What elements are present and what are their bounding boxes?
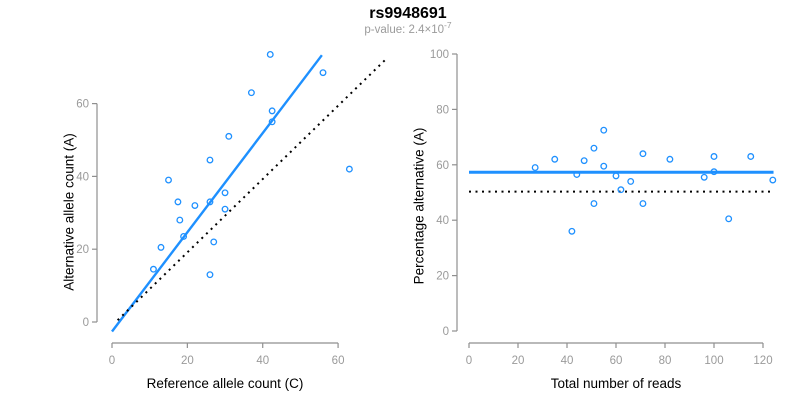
data-point bbox=[206, 198, 214, 206]
data-point bbox=[612, 172, 620, 180]
data-point bbox=[666, 155, 674, 163]
x-tick-label: 100 bbox=[704, 355, 723, 367]
x-tick-label: 120 bbox=[753, 355, 772, 367]
data-point bbox=[568, 227, 576, 235]
data-point bbox=[600, 162, 608, 170]
y-tick-label: 20 bbox=[76, 244, 89, 256]
data-point bbox=[710, 168, 718, 176]
data-point bbox=[206, 271, 214, 279]
data-point bbox=[551, 155, 559, 163]
left-plot-y-axis-label: Alternative allele count (A) bbox=[61, 133, 77, 291]
plot-subtitle: p-value: 2.4×10-7 bbox=[8, 20, 800, 36]
data-point bbox=[627, 177, 635, 185]
data-point bbox=[176, 216, 184, 224]
data-point bbox=[319, 69, 327, 77]
x-tick-label: 0 bbox=[109, 355, 115, 367]
y-tick-label: 60 bbox=[436, 160, 449, 172]
data-point bbox=[225, 132, 233, 140]
data-point bbox=[700, 173, 708, 181]
y-tick-label: 40 bbox=[76, 171, 89, 183]
y-tick-label: 0 bbox=[83, 317, 89, 329]
x-tick-label: 20 bbox=[181, 355, 194, 367]
data-point bbox=[639, 150, 647, 158]
data-point bbox=[580, 157, 588, 165]
data-point bbox=[157, 243, 165, 251]
data-point bbox=[617, 186, 625, 194]
data-point bbox=[210, 238, 218, 246]
pvalue-exponent: -7 bbox=[444, 20, 452, 30]
x-tick-label: 0 bbox=[466, 355, 472, 367]
identity-line bbox=[116, 57, 388, 321]
data-point bbox=[531, 164, 539, 172]
data-point bbox=[266, 51, 274, 58]
data-point bbox=[747, 153, 755, 160]
x-tick-label: 80 bbox=[659, 355, 672, 367]
data-point bbox=[639, 200, 647, 208]
y-tick-label: 0 bbox=[443, 326, 449, 338]
left-plot-x-axis-label: Reference allele count (C) bbox=[146, 376, 304, 391]
plot-title: rs9948691 bbox=[369, 5, 447, 22]
x-tick-label: 40 bbox=[256, 355, 269, 367]
data-point bbox=[247, 89, 255, 97]
regression-line bbox=[111, 54, 323, 333]
x-tick-label: 20 bbox=[512, 355, 525, 367]
data-point bbox=[206, 156, 214, 164]
y-tick-label: 100 bbox=[430, 49, 449, 61]
data-point bbox=[221, 189, 229, 197]
y-tick-label: 80 bbox=[436, 104, 449, 116]
data-point bbox=[174, 198, 182, 206]
data-point bbox=[769, 176, 777, 184]
data-point bbox=[191, 202, 199, 209]
right-plot-x-axis-label: Total number of reads bbox=[550, 376, 682, 391]
y-tick-label: 40 bbox=[436, 215, 449, 227]
y-tick-label: 20 bbox=[436, 271, 449, 283]
data-point bbox=[149, 265, 157, 273]
data-point bbox=[590, 144, 598, 152]
data-point bbox=[221, 205, 229, 213]
data-point bbox=[268, 107, 276, 115]
data-point bbox=[710, 153, 718, 160]
data-point bbox=[180, 233, 188, 240]
x-tick-label: 40 bbox=[561, 355, 574, 367]
data-point bbox=[573, 171, 581, 178]
x-tick-label: 60 bbox=[610, 355, 623, 367]
x-tick-label: 60 bbox=[332, 355, 345, 367]
data-point bbox=[590, 200, 598, 208]
data-point bbox=[725, 215, 733, 223]
right-plot-y-axis-label: Percentage alternative (A) bbox=[411, 127, 427, 285]
y-tick-label: 60 bbox=[76, 99, 89, 111]
data-point bbox=[600, 126, 608, 134]
data-point bbox=[268, 118, 276, 126]
data-point bbox=[345, 165, 353, 173]
pvalue-text: p-value: 2.4×10 bbox=[364, 24, 445, 36]
data-point bbox=[165, 176, 172, 184]
